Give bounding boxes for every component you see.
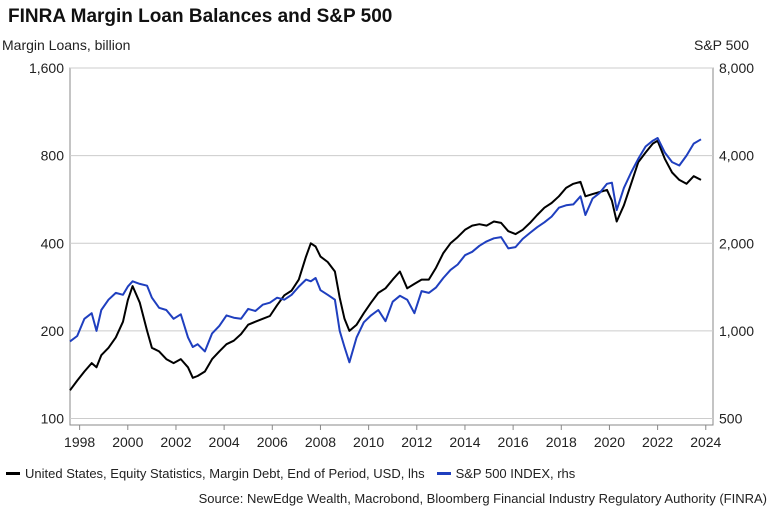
right-tick-label: 2,000 [719, 235, 754, 251]
series-line-margin-debt [69, 139, 702, 391]
x-tick-label: 2002 [160, 434, 191, 450]
series-line-sp500 [69, 137, 702, 364]
plot-frame [69, 67, 714, 426]
legend-item-sp500: S&P 500 INDEX, rhs [436, 466, 576, 481]
left-tick-label: 200 [41, 323, 65, 339]
right-tick-label: 1,000 [719, 323, 754, 339]
x-tick-label: 2008 [305, 434, 336, 450]
chart-plot: 100 200 400 800 1,600 500 1,000 2,000 4,000 8,000… [29, 60, 754, 450]
source-note: Source: NewEdge Wealth, Macrobond, Bloom… [198, 491, 767, 506]
left-tick-label: 100 [41, 411, 65, 427]
legend: United States, Equity Statistics, Margin… [6, 466, 587, 481]
left-tick-label: 800 [41, 148, 65, 164]
right-axis-title: S&P 500 [693, 37, 749, 53]
legend-item-margin: United States, Equity Statistics, Margin… [6, 466, 425, 481]
right-tick-label: 8,000 [719, 60, 754, 76]
left-tick-label: 400 [41, 235, 65, 251]
x-tick-label: 2020 [594, 434, 625, 450]
chart-title: FINRA Margin Loan Balances and S&P 500 [8, 6, 393, 27]
legend-swatch-margin [6, 472, 20, 475]
legend-label-sp500: S&P 500 INDEX, rhs [455, 466, 576, 481]
x-tick-label: 2014 [449, 434, 480, 450]
legend-swatch-sp500 [436, 472, 451, 475]
left-tick-label: 1,600 [29, 60, 64, 76]
x-tick-label: 2024 [690, 434, 721, 450]
left-axis-title: Margin Loans, billion [2, 37, 131, 53]
x-tick-label: 2016 [498, 434, 529, 450]
legend-label-margin: United States, Equity Statistics, Margin… [25, 466, 425, 481]
right-tick-label: 500 [719, 411, 743, 427]
x-tick-label: 2022 [642, 434, 673, 450]
x-tick-label: 1998 [64, 434, 95, 450]
x-tick-label: 2004 [209, 434, 240, 450]
x-tick-label: 2000 [112, 434, 143, 450]
x-tick-label: 2006 [257, 434, 288, 450]
x-tick-label: 2010 [353, 434, 384, 450]
x-tick-label: 2012 [401, 434, 432, 450]
x-tick-label: 2018 [546, 434, 577, 450]
right-tick-label: 4,000 [719, 148, 754, 164]
